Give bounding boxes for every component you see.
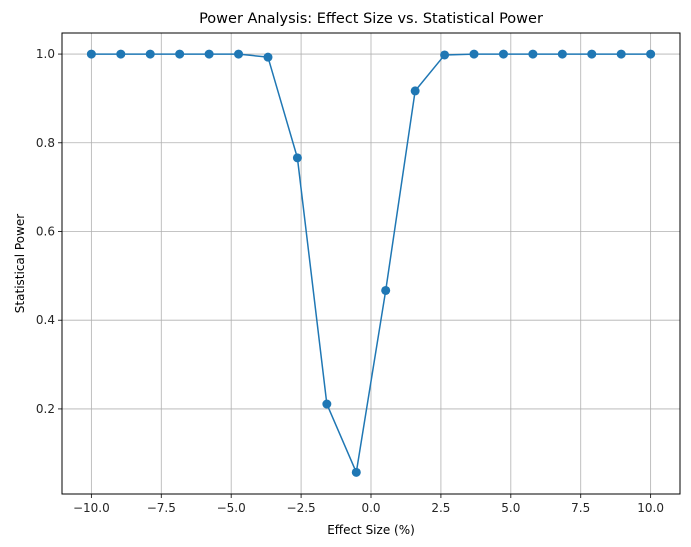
data-point <box>234 49 244 59</box>
data-point <box>616 49 626 59</box>
y-tick-label: 0.8 <box>36 136 55 150</box>
data-point <box>204 49 214 59</box>
x-tick-label: 5.0 <box>501 501 520 515</box>
x-tick-label: 0.0 <box>361 501 380 515</box>
data-point <box>86 49 96 59</box>
data-series <box>86 49 656 477</box>
data-point <box>381 285 391 295</box>
series-line <box>91 53 651 474</box>
y-tick-label: 1.0 <box>36 47 55 61</box>
data-point <box>410 86 420 96</box>
data-point <box>469 49 479 59</box>
data-point <box>646 49 656 59</box>
y-axis-label: Statistical Power <box>13 214 27 313</box>
chart-title: Power Analysis: Effect Size vs. Statisti… <box>199 11 543 27</box>
data-point <box>145 49 155 59</box>
x-tick-label: −2.5 <box>287 501 316 515</box>
data-point <box>557 49 567 59</box>
x-tick-label: −5.0 <box>217 501 246 515</box>
y-tick-label: 0.6 <box>36 224 55 238</box>
data-point <box>175 49 185 59</box>
data-point <box>528 49 538 59</box>
x-tick-label: 7.5 <box>571 501 590 515</box>
data-point <box>322 399 332 409</box>
data-point <box>587 49 597 59</box>
x-tick-label: 10.0 <box>637 501 664 515</box>
x-axis-label: Effect Size (%) <box>327 523 415 537</box>
data-point <box>292 153 302 163</box>
data-point <box>440 50 450 60</box>
y-tick-label: 0.2 <box>36 402 55 416</box>
x-tick-label: 2.5 <box>431 501 450 515</box>
y-tick-label: 0.4 <box>36 313 55 327</box>
data-point <box>263 52 273 62</box>
x-tick-label: −10.0 <box>73 501 110 515</box>
data-point <box>351 467 361 477</box>
x-tick-label: −7.5 <box>147 501 176 515</box>
data-point <box>498 49 508 59</box>
axis-ticks: −10.0 −7.5 −5.0 −2.5 0.0 2.5 5.0 7.5 10.0 0.2 0.4 0… <box>36 47 664 515</box>
data-point <box>116 49 126 59</box>
